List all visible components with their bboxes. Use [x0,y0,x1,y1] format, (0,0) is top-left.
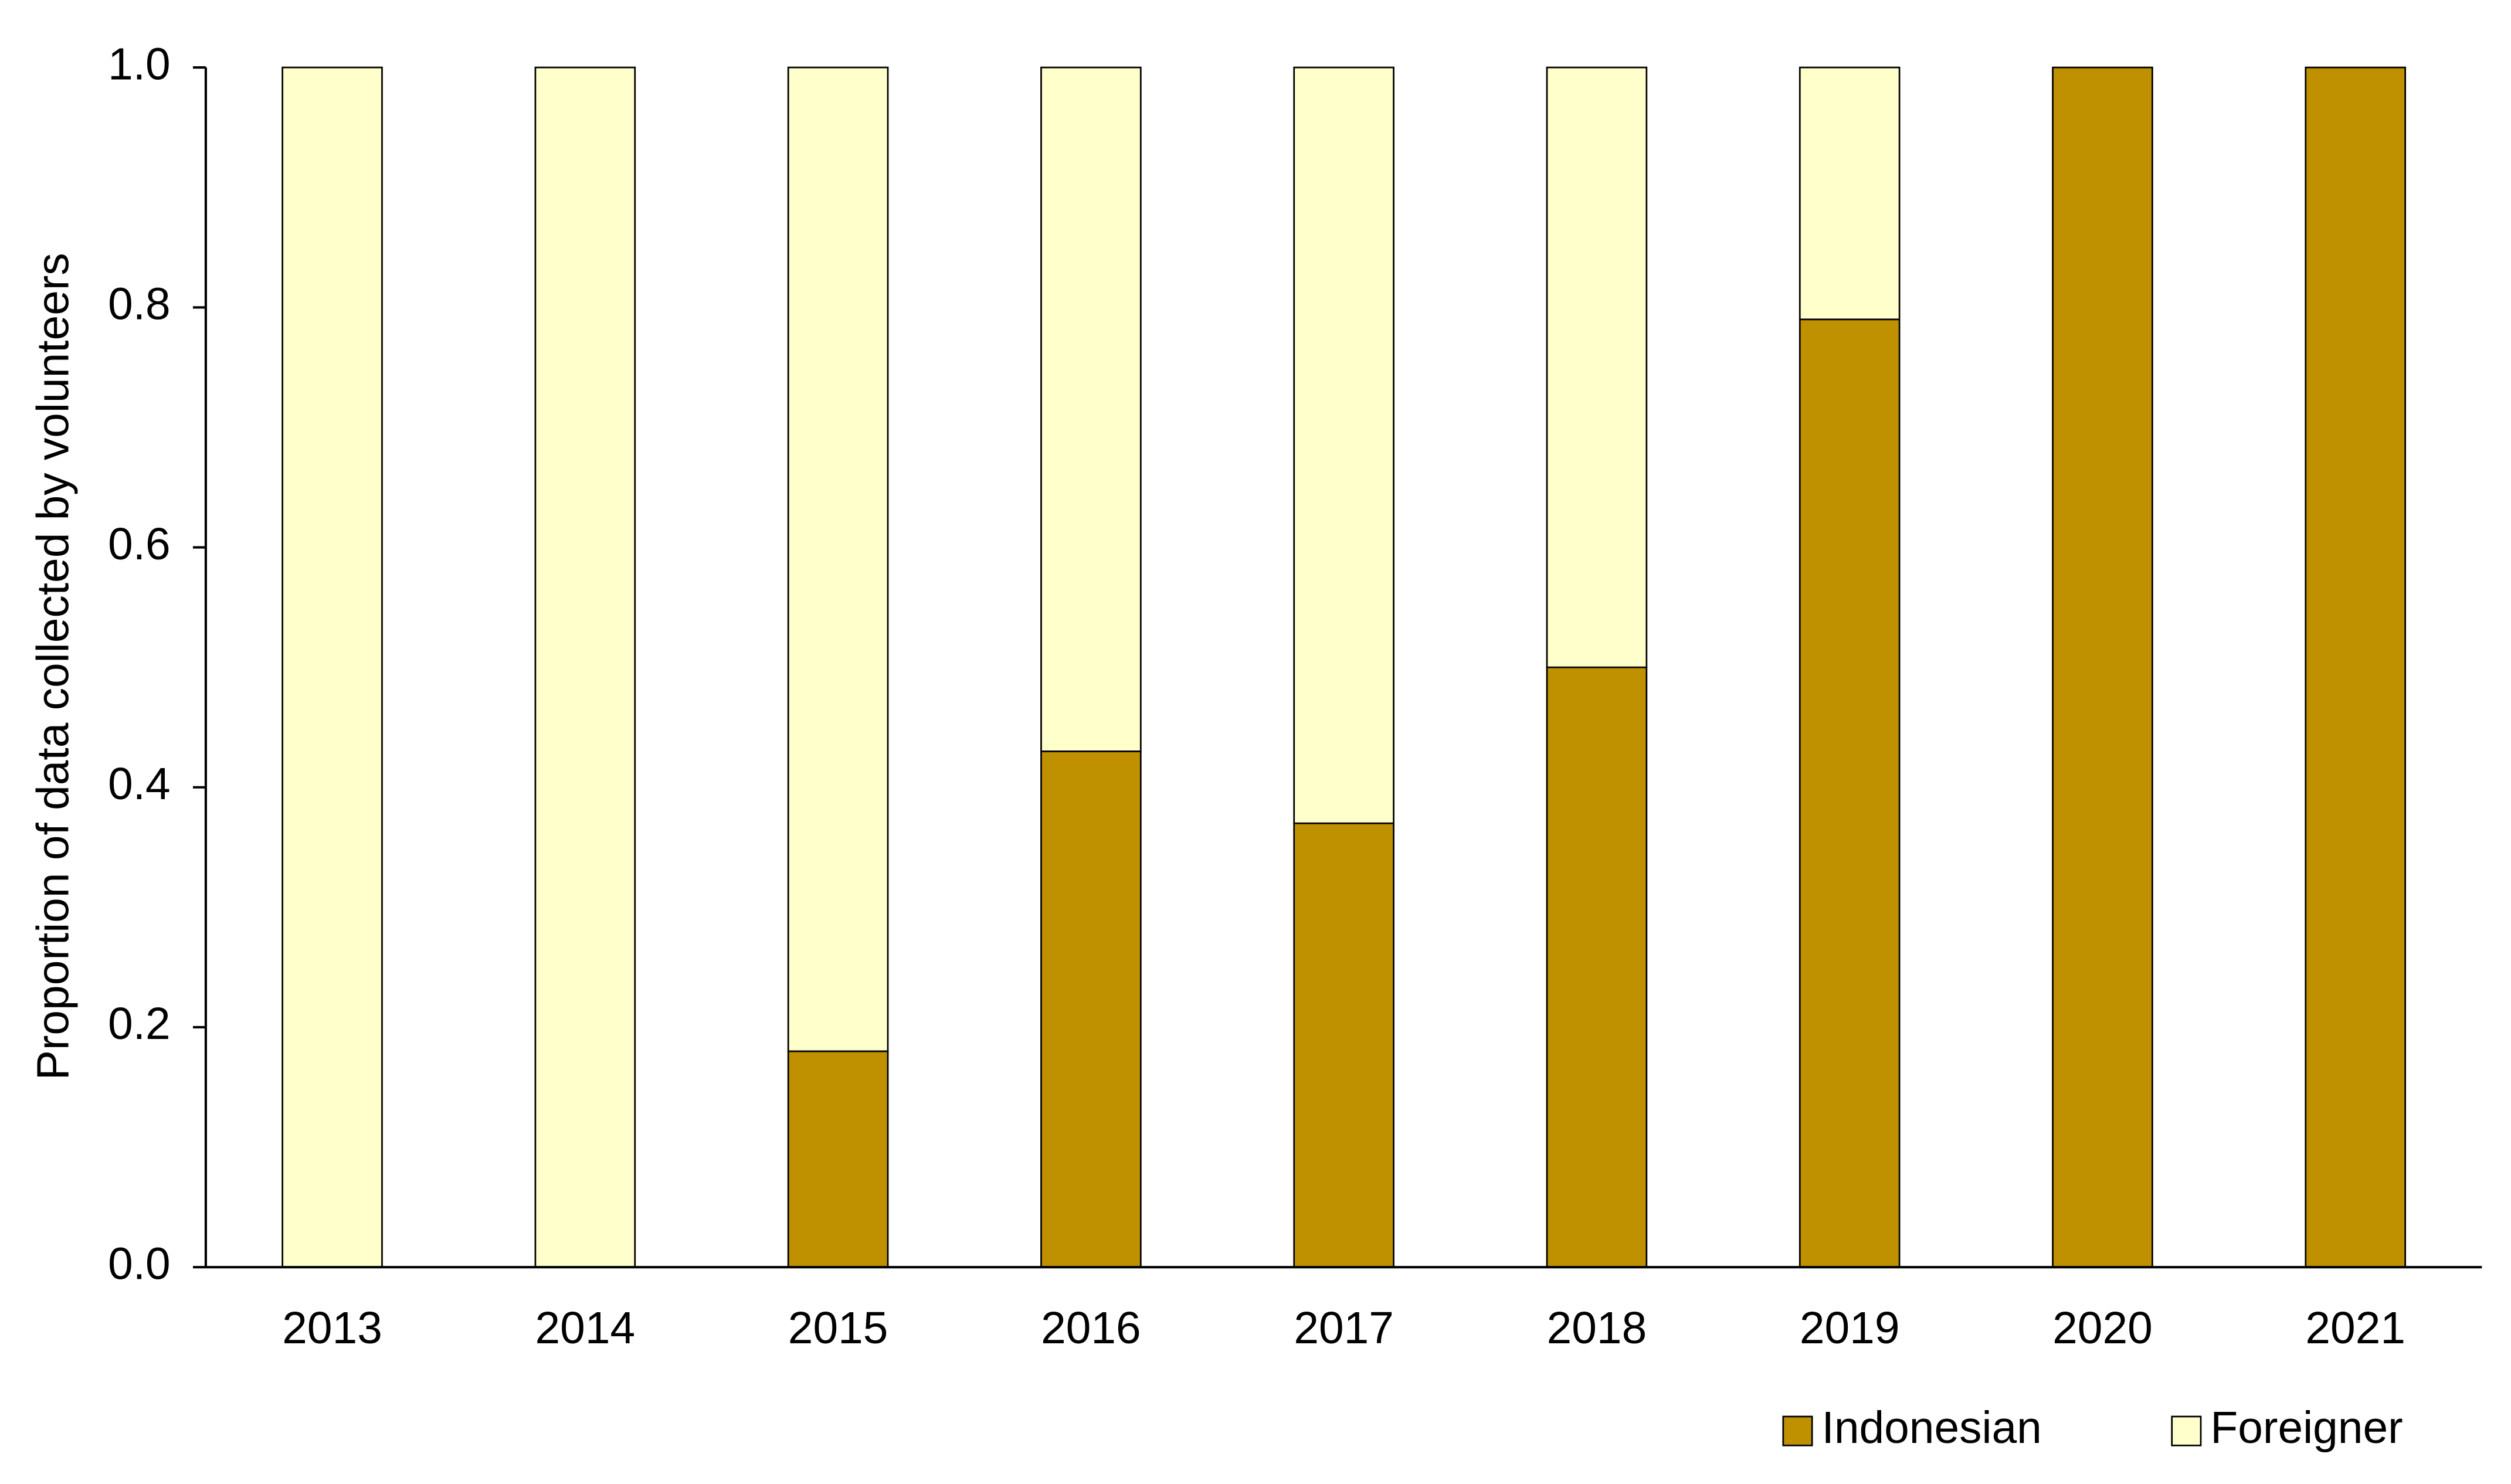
bar-segment [787,66,889,1052]
legend-swatch [2171,1415,2202,1446]
x-tick-label: 2014 [535,1303,636,1353]
x-tick-label: 2018 [1547,1303,1647,1353]
bar-segment [1799,66,1901,321]
x-tick-label: 2019 [1800,1303,1900,1353]
x-tick-label: 2021 [2305,1303,2405,1353]
legend-label: Foreigner [2210,1403,2403,1453]
bar-segment [1040,750,1142,1268]
bar-segment [2052,66,2153,1268]
x-tick-label: 2017 [1294,1303,1394,1353]
bar-segment [2305,66,2407,1268]
y-tick-label: 0.0 [108,1239,171,1289]
legend-label: Indonesian [1822,1403,2042,1453]
y-tick-label: 0.6 [108,519,171,569]
bar-segment [1546,66,1648,668]
bar-segment [1040,66,1142,752]
bar-segment [534,66,636,1268]
bar-segment [787,1050,889,1268]
x-tick-label: 2015 [788,1303,888,1353]
y-tick-label: 0.8 [108,280,171,330]
bar-segment [281,66,383,1268]
x-tick-label: 2016 [1041,1303,1141,1353]
bar-segment [1546,666,1648,1268]
y-tick-label: 0.4 [108,759,171,809]
y-tick-label: 0.2 [108,999,171,1049]
y-tick-label: 1.0 [108,39,171,89]
x-tick-label: 2020 [2052,1303,2153,1353]
bar-segment [1293,66,1394,824]
bar-segment [1293,822,1394,1268]
bar-segment [1799,318,1901,1268]
legend-swatch [1782,1415,1813,1446]
x-tick-label: 2013 [282,1303,382,1353]
y-axis-label: Proportion of data collected by voluntee… [28,253,78,1080]
